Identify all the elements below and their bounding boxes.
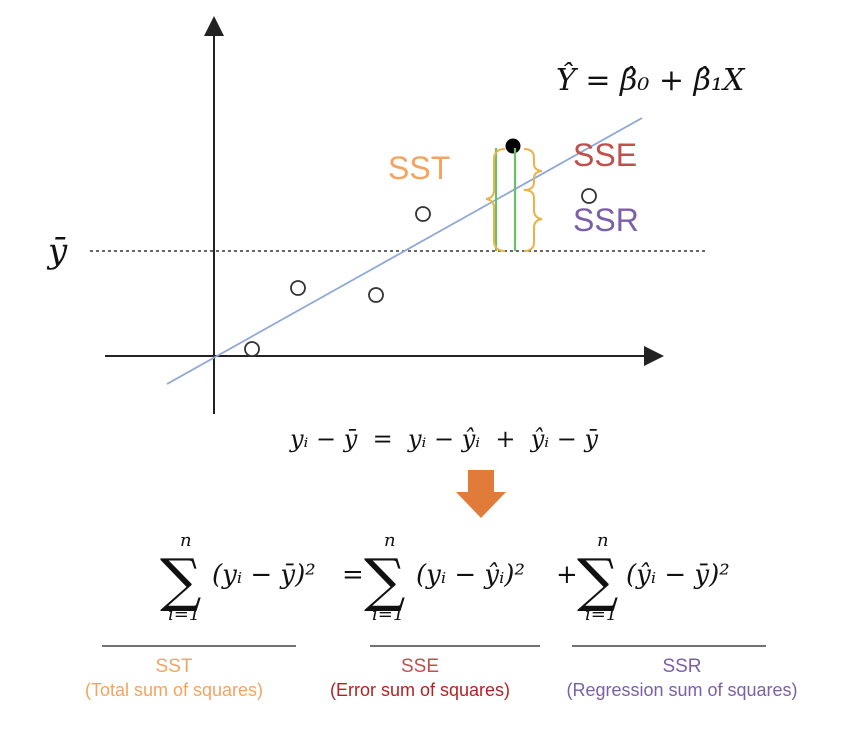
legend-ssr-abbr: SSR (662, 656, 701, 677)
sum-lower: i=1 (585, 604, 617, 625)
legend-sst-abbr: SST (156, 656, 193, 677)
data-point (581, 188, 597, 204)
data-point (290, 280, 306, 296)
equals-sign: = (342, 560, 364, 590)
sum-upper: n (180, 530, 192, 551)
sse-label: SSE (573, 137, 637, 173)
legend-sse-desc: (Error sum of squares) (330, 680, 510, 700)
sse-brace (523, 148, 543, 191)
data-point (415, 206, 431, 222)
down-arrow-icon (456, 470, 506, 518)
term-error: (yᵢ − ŷᵢ)² (416, 560, 525, 590)
term-total: (yᵢ − ȳ)² (212, 560, 316, 590)
sum-lower: i=1 (168, 604, 200, 625)
ssr-brace (523, 189, 543, 252)
term-regression: (ŷᵢ − ȳ)² (626, 560, 730, 590)
legend-sse-abbr: SSE (401, 656, 439, 677)
plus-sign: + (556, 560, 578, 590)
regression-equation: Ŷ = β̂₀ + β̂₁X (556, 62, 746, 98)
sum-total-term: n ∑ i=1 (yᵢ − ȳ)² (160, 530, 316, 625)
ssr-label: SSR (573, 202, 639, 238)
sum-upper: n (384, 530, 396, 551)
sigma-icon: ∑ (364, 546, 405, 614)
highlighted-point (505, 138, 521, 154)
sst-brace (485, 148, 506, 252)
regression-line (166, 117, 643, 385)
sigma-icon: ∑ (160, 546, 201, 614)
deviation-equation: yᵢ − ȳ = yᵢ − ŷᵢ + ŷᵢ − ȳ (289, 425, 598, 453)
legend-sst-desc: (Total sum of squares) (85, 680, 263, 700)
sum-lower: i=1 (372, 604, 404, 625)
data-point (368, 287, 384, 303)
sigma-icon: ∑ (577, 546, 618, 614)
legend-ssr-desc: (Regression sum of squares) (566, 680, 797, 700)
data-point (244, 341, 260, 357)
sst-label: SST (388, 150, 450, 186)
sum-error-term: n ∑ i=1 (yᵢ − ŷᵢ)² (364, 530, 525, 625)
ybar-label: ȳ (46, 231, 68, 271)
sum-regression-term: n ∑ i=1 (ŷᵢ − ȳ)² (577, 530, 730, 625)
sum-upper: n (597, 530, 609, 551)
